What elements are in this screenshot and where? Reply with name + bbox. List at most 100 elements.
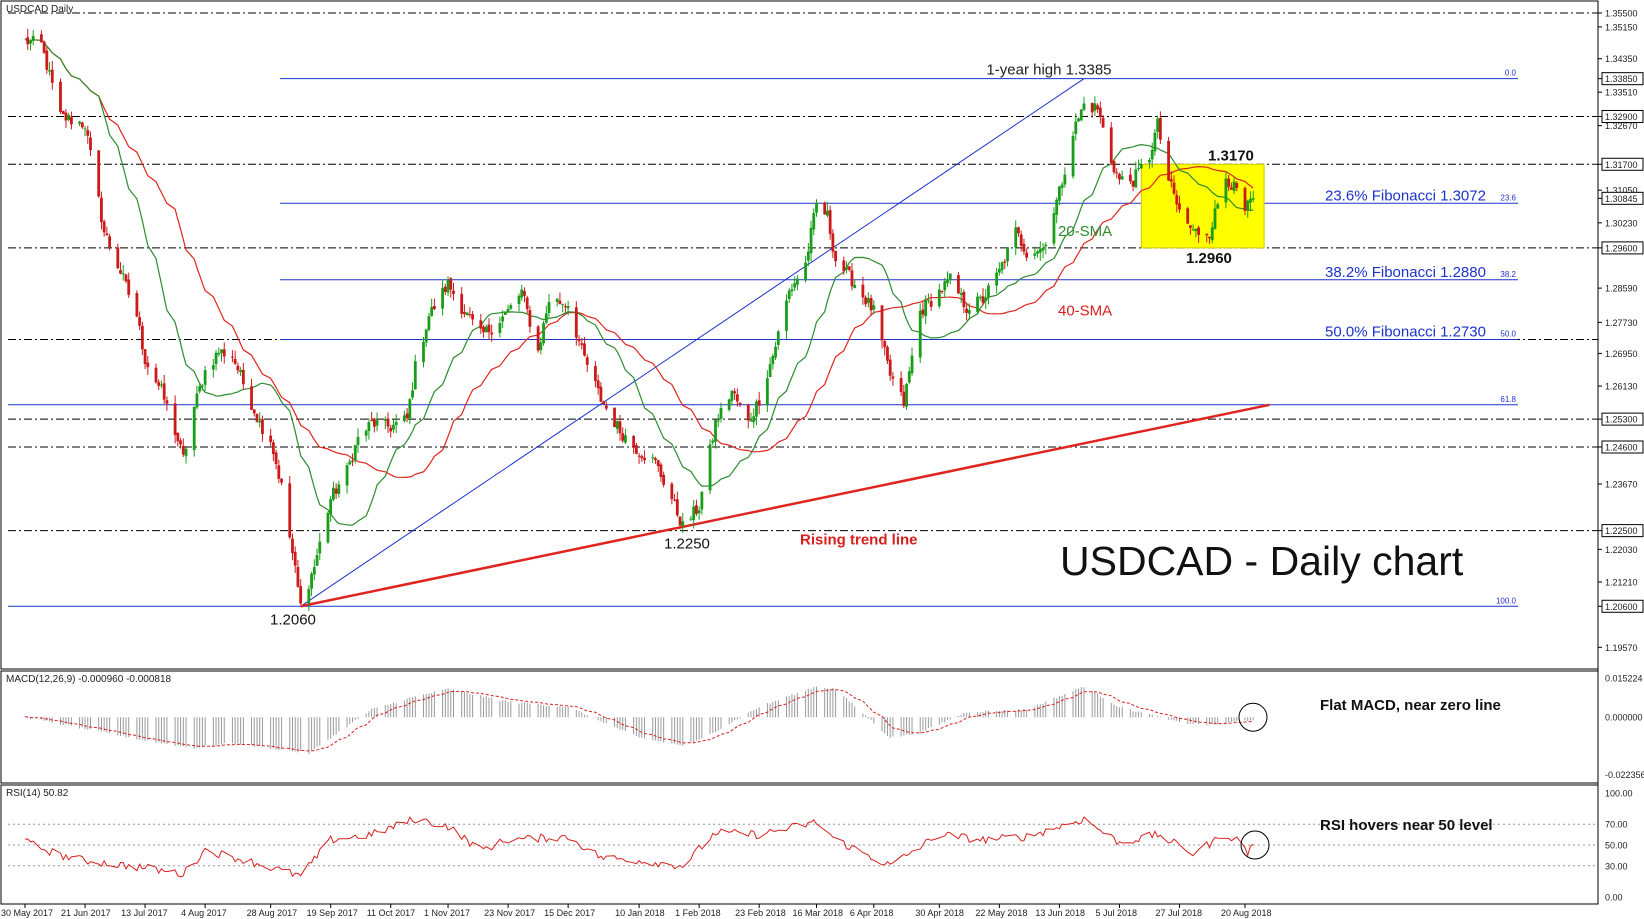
candle-body	[869, 298, 873, 311]
candle-body	[905, 383, 908, 407]
candle-body	[487, 324, 491, 333]
rsi-tick-label: 30.00	[1605, 861, 1628, 871]
candle-body	[337, 484, 341, 494]
price-tick-label: 1.23670	[1605, 480, 1638, 490]
candle-body	[291, 538, 294, 554]
candle-body	[389, 427, 393, 432]
candle-body	[1216, 204, 1220, 209]
candle-body	[995, 272, 999, 286]
candle-body	[402, 415, 406, 422]
candle-body	[465, 312, 469, 316]
price-tick-label: 1.27730	[1605, 318, 1638, 328]
candle-body	[1052, 213, 1056, 244]
price-tick-label: 1.30845	[1605, 194, 1638, 204]
candle-body	[886, 346, 889, 361]
candle-body	[160, 384, 163, 386]
candle-body	[1000, 262, 1004, 271]
date-tick-label: 23 Feb 2018	[735, 908, 786, 918]
price-highlight-box	[1601, 191, 1644, 205]
price-tick-label: 1.31700	[1605, 160, 1638, 170]
candle-body	[231, 356, 234, 358]
candle-body	[943, 281, 947, 291]
rsi-circle-marker	[1240, 830, 1270, 860]
candle-body	[831, 233, 835, 252]
candle-body	[258, 420, 262, 423]
candle-body	[326, 512, 330, 543]
candle-body	[408, 399, 412, 419]
candle-body	[828, 210, 832, 234]
macd-circle-marker	[1238, 702, 1268, 732]
candle-body	[880, 305, 884, 341]
candle-body	[59, 81, 62, 112]
candle-body	[695, 505, 698, 514]
candle-body	[432, 306, 436, 310]
candle-body	[733, 391, 737, 394]
macd-indicator: 0.015224 0.000000 -0.022356	[24, 674, 1644, 780]
date-tick-label: 23 Nov 2017	[484, 908, 535, 918]
macd-label: MACD(12,26,9) -0.000960 -0.000818	[6, 674, 172, 685]
candle-body	[179, 440, 182, 445]
candle-body	[203, 370, 207, 385]
date-tick-label: 22 May 2018	[975, 908, 1027, 918]
candle-body	[940, 291, 944, 293]
candle-body	[1169, 179, 1173, 182]
fib-ratio-38.2: 38.2	[1500, 270, 1516, 279]
candle-body	[517, 295, 521, 305]
fibonacci-levels: 0.0 23.6 38.2 50.0 61.8 100.0	[8, 69, 1518, 607]
candle-body	[1175, 194, 1179, 205]
candle-body	[375, 420, 379, 426]
candle-body	[735, 394, 739, 402]
candle-body	[1189, 225, 1192, 228]
candle-body	[195, 393, 199, 408]
candle-body	[50, 69, 54, 83]
candle-body	[105, 233, 109, 236]
candle-body	[61, 111, 65, 115]
candle-body	[596, 380, 600, 389]
candle-body	[255, 413, 259, 422]
candle-body	[1243, 187, 1247, 211]
candle-body	[280, 478, 283, 483]
price-tick-label: 1.33510	[1605, 88, 1638, 98]
candle-body	[1006, 247, 1009, 262]
candle-body	[872, 305, 876, 310]
candle-body	[765, 378, 769, 406]
candle-body	[1060, 184, 1064, 188]
candle-body	[1128, 174, 1132, 182]
annotation-year-high: 1-year high 1.3385	[986, 62, 1111, 79]
fib-ratio-50.0: 50.0	[1500, 329, 1516, 338]
candle-body	[1186, 208, 1190, 224]
candle-body	[1210, 227, 1214, 241]
candle-body	[1096, 105, 1100, 110]
candle-body	[449, 278, 453, 290]
candle-body	[181, 445, 185, 455]
candle-body	[427, 316, 431, 330]
candle-body	[293, 551, 297, 566]
date-axis: 30 May 2017 21 Jun 2017 13 Jul 2017 4 Aug 2…	[1, 904, 1272, 918]
candle-body	[738, 402, 742, 405]
candle-body	[1082, 103, 1086, 110]
candle-body	[866, 298, 870, 303]
candle-body	[1131, 180, 1135, 187]
price-tick-label: 1.34350	[1605, 54, 1638, 64]
candle-body	[1172, 182, 1176, 194]
candle-body	[815, 202, 818, 213]
candle-body	[31, 35, 35, 41]
price-tick-label: 1.33850	[1605, 74, 1638, 84]
candle-body	[299, 586, 303, 604]
candle-body	[482, 326, 485, 333]
date-tick-label: 16 Mar 2018	[792, 908, 843, 918]
candle-body	[1167, 140, 1170, 181]
fib-ratio-100.0: 100.0	[1496, 596, 1517, 605]
candle-body	[946, 279, 949, 284]
sma-40-path	[24, 38, 1254, 479]
candle-body	[714, 419, 717, 442]
fib-ratio-61.8: 61.8	[1500, 395, 1516, 404]
candle-body	[443, 286, 447, 292]
candle-body	[1197, 227, 1201, 235]
candle-body	[662, 474, 666, 485]
candle-body	[1137, 168, 1140, 170]
candle-body	[509, 305, 513, 309]
price-tick-label: 1.35500	[1605, 8, 1638, 18]
candle-body	[776, 331, 780, 345]
candle-body	[528, 310, 532, 327]
